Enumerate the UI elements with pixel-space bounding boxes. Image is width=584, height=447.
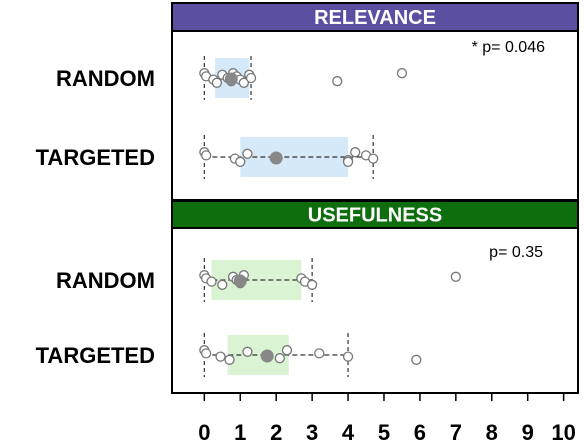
p-value-annotation: p= 0.35 [489,244,543,261]
mean-point [233,274,247,288]
data-point [411,354,422,365]
panel-frame [171,30,579,201]
group-random [199,56,408,100]
x-axis: 0 1 2 3 4 5 6 7 8 9 10 [198,393,576,445]
group-labels-layer: RANDOM TARGETED RANDOM TARGETED [36,66,155,368]
x-tick-label: 2 [270,420,282,445]
panel-title: RELEVANCE [314,7,436,29]
group-targeted [199,135,379,179]
group-label: TARGETED [36,145,155,170]
data-point [242,148,253,159]
x-tick-label: 6 [414,420,426,445]
data-point [396,68,408,79]
data-point [350,147,361,158]
group-label: RANDOM [56,268,155,293]
panel-usefulness: USEFULNESS p= 0.35 [171,200,579,394]
data-point [224,354,235,365]
panels-layer: RELEVANCE * p= 0.046 USEFULNESS p= 0.35 [171,2,579,394]
data-point [200,348,212,359]
data-point [306,279,318,290]
group-label: RANDOM [56,66,155,91]
data-point [206,276,217,287]
data-point [332,76,343,87]
data-point [368,153,379,164]
x-tick-label: 5 [378,420,390,445]
group-random [199,258,461,302]
data-point [217,279,228,290]
data-point [242,346,253,357]
data-point [342,156,354,167]
x-tick-label: 0 [198,420,210,445]
panel-title-strip [171,2,579,32]
data-point [314,348,325,359]
data-point [235,156,246,167]
p-value-annotation: * p= 0.046 [472,39,546,56]
mean-point [269,151,283,165]
group-targeted [199,333,422,377]
data-point [274,353,285,364]
data-point [245,72,257,84]
mean-point [224,72,238,86]
x-tick-label: 1 [234,420,246,445]
data-point [281,345,293,356]
data-point [200,150,212,161]
mean-point [260,349,274,363]
x-tick-label: 10 [551,420,575,445]
x-tick-label: 7 [450,420,462,445]
panel-relevance: RELEVANCE * p= 0.046 [171,2,579,201]
data-point [211,77,223,88]
x-tick-label: 9 [522,420,534,445]
data-point [215,351,226,362]
panel-title-strip [171,200,579,229]
data-point [450,271,461,282]
x-tick-label: 8 [486,420,498,445]
panel-title: USEFULNESS [308,205,442,227]
data-point [238,77,250,88]
x-tick-label: 3 [306,420,318,445]
data-point [342,351,354,362]
group-label: TARGETED [36,343,155,368]
x-tick-label: 4 [342,420,355,445]
